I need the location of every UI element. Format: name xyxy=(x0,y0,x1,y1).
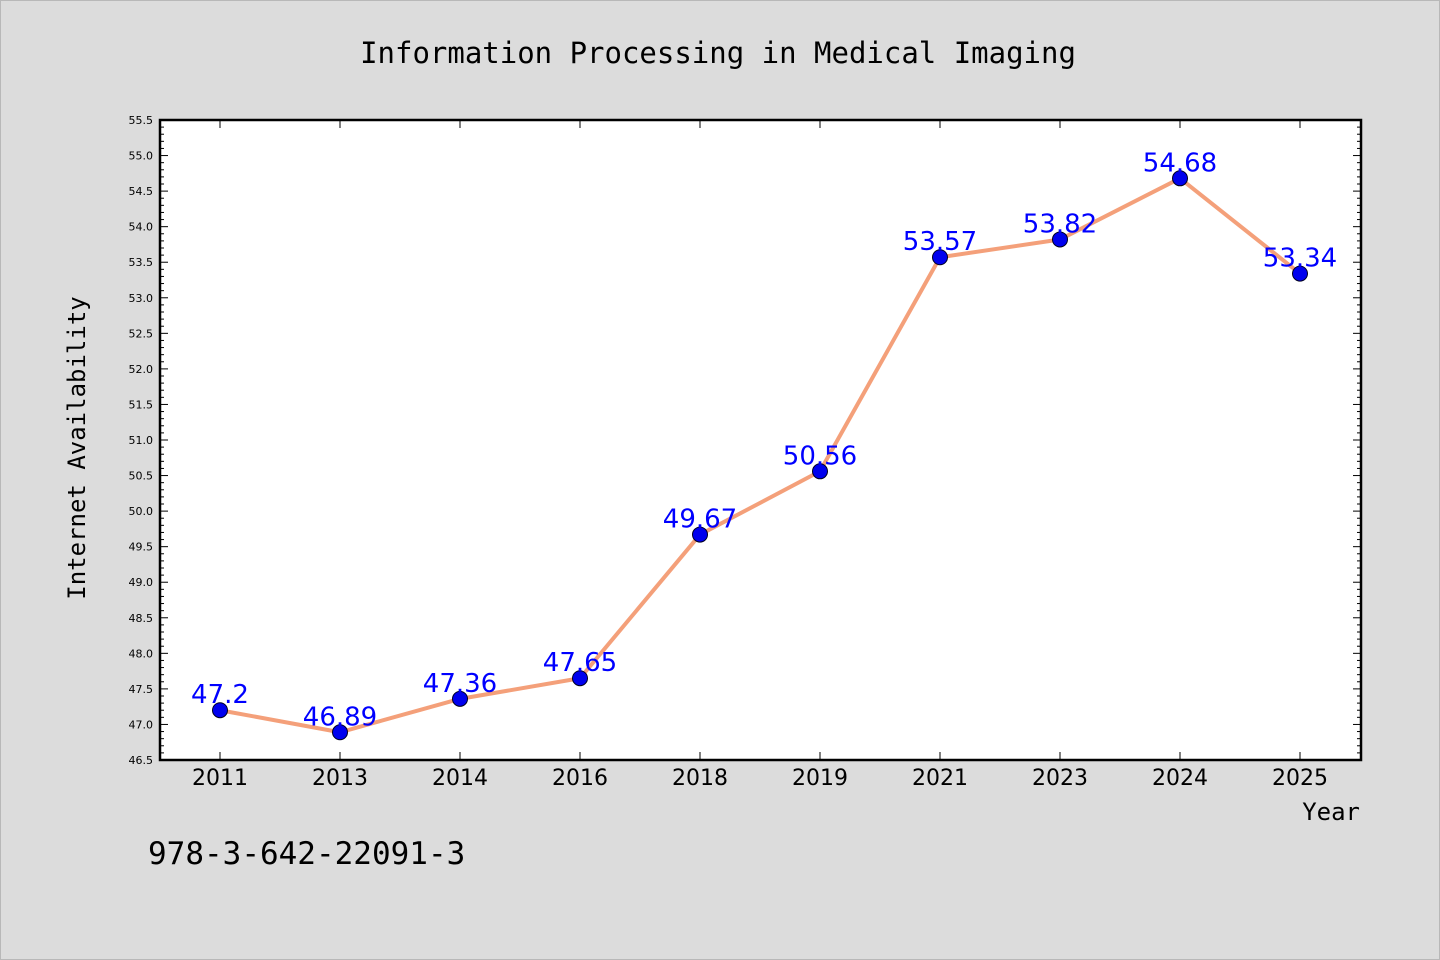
x-tick-label: 2016 xyxy=(552,766,608,791)
y-tick-label: 54.0 xyxy=(129,221,154,234)
x-tick-label: 2011 xyxy=(192,766,248,791)
data-label: 47.36 xyxy=(423,669,497,699)
y-tick-label: 55.0 xyxy=(129,150,154,163)
x-tick-label: 2023 xyxy=(1032,766,1088,791)
data-point xyxy=(1172,170,1188,187)
y-tick-label: 53.0 xyxy=(129,292,154,305)
data-label: 49.67 xyxy=(663,505,737,535)
series-line xyxy=(219,176,1302,735)
x-axis-label: Year xyxy=(1302,798,1360,826)
y-tick-label: 47.5 xyxy=(129,683,154,696)
series-line-group xyxy=(219,176,1302,735)
data-point xyxy=(932,249,948,266)
chart-title: Information Processing in Medical Imagin… xyxy=(360,36,1076,70)
data-point xyxy=(212,702,228,719)
y-tick-label: 50.5 xyxy=(129,470,154,483)
x-tick-label: 2019 xyxy=(792,766,848,791)
markers-group xyxy=(212,170,1308,741)
x-tick-label: 2024 xyxy=(1152,766,1208,791)
data-label: 54.68 xyxy=(1143,148,1217,178)
y-tick-label: 51.5 xyxy=(129,398,154,411)
x-tick-label: 2014 xyxy=(432,766,488,791)
data-label: 53.82 xyxy=(1023,209,1097,239)
y-axis-label: Internet Availability xyxy=(63,296,91,599)
y-tick-label: 55.5 xyxy=(129,114,154,127)
data-labels-group: 47.2 46.89 47.36 47.65 49.67 50.56 53.57 53.82 5… xyxy=(191,148,1337,732)
x-tick-label: 2018 xyxy=(672,766,728,791)
y-tick-label: 53.5 xyxy=(129,256,154,269)
y-tick-label: 49.5 xyxy=(129,541,154,554)
data-point xyxy=(812,463,828,480)
x-tick-label: 2025 xyxy=(1272,766,1328,791)
plot-area xyxy=(160,120,1361,760)
y-tick-label: 46.5 xyxy=(129,754,154,767)
data-point xyxy=(1052,231,1068,248)
data-label: 47.65 xyxy=(543,648,617,678)
x-tick-label: 2021 xyxy=(912,766,968,791)
y-tick-label: 51.0 xyxy=(129,434,154,447)
x-tick-label: 2013 xyxy=(312,766,368,791)
data-point xyxy=(332,724,348,741)
data-point xyxy=(692,526,708,543)
isbn-annotation: 978-3-642-22091-3 xyxy=(148,836,465,872)
data-point xyxy=(1292,265,1308,282)
x-axis: 2011 2013 2014 2016 2018 2019 2021 2023 2024 2025 xyxy=(192,120,1328,791)
y-tick-label: 48.0 xyxy=(129,647,154,660)
y-tick-label: 47.0 xyxy=(129,718,154,731)
y-tick-label: 54.5 xyxy=(129,185,154,198)
data-label: 53.34 xyxy=(1263,244,1337,274)
y-tick-label: 49.0 xyxy=(129,576,154,589)
data-label: 50.56 xyxy=(783,441,857,471)
y-tick-label: 48.5 xyxy=(129,612,154,625)
y-tick-label: 52.5 xyxy=(129,327,154,340)
y-tick-label: 50.0 xyxy=(129,505,154,518)
data-point xyxy=(452,690,468,707)
y-tick-label: 52.0 xyxy=(129,363,154,376)
data-label: 47.2 xyxy=(191,680,249,710)
data-label: 53.57 xyxy=(903,227,977,257)
data-point xyxy=(572,670,588,687)
y-axis: 46.5 47.0 47.5 48.0 48.5 49.0 49.5 50.0 50.5 51.0… xyxy=(129,114,1361,767)
plot-border xyxy=(158,118,1363,762)
data-label: 46.89 xyxy=(303,702,377,732)
